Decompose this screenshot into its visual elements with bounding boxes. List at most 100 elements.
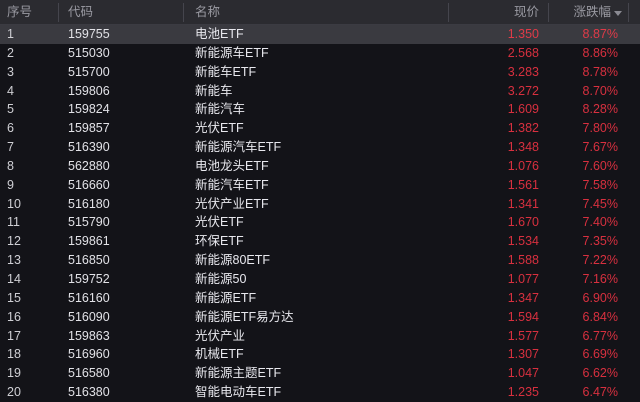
cell-price: 3.283 xyxy=(507,64,539,79)
cell-spacer xyxy=(628,345,640,364)
cell-name: 电池ETF xyxy=(195,27,244,41)
cell-code: 516390 xyxy=(68,140,110,155)
cell-price: 1.350 xyxy=(507,27,539,41)
cell-change: 6.62% xyxy=(582,366,618,381)
cell-spacer xyxy=(628,82,640,101)
table-row[interactable]: 14 159752 新能源50 1.077 7.16% xyxy=(0,269,640,289)
table-row[interactable]: 9 516660 新能汽车ETF 1.561 7.58% xyxy=(0,175,640,195)
cell-change: 6.77% xyxy=(582,328,618,343)
cell-code: 516660 xyxy=(68,177,110,192)
cell-price: 1.077 xyxy=(507,271,539,286)
caret-down-icon[interactable] xyxy=(614,10,622,16)
cell-index: 2 xyxy=(7,45,14,60)
column-header-name[interactable]: 名称 xyxy=(183,0,448,25)
cell-spacer xyxy=(628,195,640,214)
cell-index: 20 xyxy=(7,385,21,400)
table-row[interactable]: 5 159824 新能汽车 1.609 8.28% xyxy=(0,100,640,120)
cell-change: 7.35% xyxy=(582,234,618,249)
cell-index: 13 xyxy=(7,253,21,268)
cell-index: 18 xyxy=(7,347,21,362)
column-header-index[interactable]: 序号 xyxy=(7,4,33,19)
cell-spacer xyxy=(628,119,640,138)
cell-change: 7.22% xyxy=(582,253,618,268)
table-row[interactable]: 10 516180 光伏产业ETF 1.341 7.45% xyxy=(0,194,640,214)
cell-change: 7.58% xyxy=(582,177,618,192)
cell-code: 516090 xyxy=(68,309,110,324)
table-header-row: 序号 代码 名称 现价 涨跌幅 xyxy=(0,0,640,25)
cell-change: 7.16% xyxy=(582,271,618,286)
cell-code: 159857 xyxy=(68,121,110,136)
table-row[interactable]: 20 516380 智能电动车ETF 1.235 6.47% xyxy=(0,383,640,402)
cell-name: 光伏产业ETF xyxy=(195,196,269,211)
table-row[interactable]: 1 159755 电池ETF 1.350 8.87% xyxy=(0,25,640,44)
table-row[interactable]: 11 515790 光伏ETF 1.670 7.40% xyxy=(0,213,640,233)
table-row[interactable]: 2 515030 新能源车ETF 2.568 8.86% xyxy=(0,43,640,63)
table-row[interactable]: 19 516580 新能源主题ETF 1.047 6.62% xyxy=(0,364,640,384)
cell-index: 8 xyxy=(7,158,14,173)
cell-index: 3 xyxy=(7,64,14,79)
cell-price: 1.561 xyxy=(507,177,539,192)
table-row[interactable]: 18 516960 机械ETF 1.307 6.69% xyxy=(0,345,640,365)
cell-price: 1.076 xyxy=(507,158,539,173)
cell-price: 1.670 xyxy=(507,215,539,230)
cell-name: 新能源主题ETF xyxy=(195,366,282,381)
cell-name: 环保ETF xyxy=(195,234,244,249)
cell-code: 159755 xyxy=(68,27,110,41)
cell-index: 9 xyxy=(7,177,14,192)
cell-price: 1.047 xyxy=(507,366,539,381)
cell-index: 6 xyxy=(7,121,14,136)
cell-index: 14 xyxy=(7,271,21,286)
cell-name: 新能车ETF xyxy=(195,64,257,79)
cell-change: 8.70% xyxy=(582,83,618,98)
table-row[interactable]: 8 562880 电池龙头ETF 1.076 7.60% xyxy=(0,156,640,176)
cell-price: 1.235 xyxy=(507,385,539,400)
cell-spacer xyxy=(628,289,640,308)
table-row[interactable]: 3 515700 新能车ETF 3.283 8.78% xyxy=(0,62,640,82)
cell-change: 6.69% xyxy=(582,347,618,362)
cell-code: 159806 xyxy=(68,83,110,98)
cell-name: 新能汽车 xyxy=(195,102,246,117)
cell-code: 516160 xyxy=(68,290,110,305)
table-row[interactable]: 7 516390 新能源汽车ETF 1.348 7.67% xyxy=(0,138,640,157)
cell-price: 1.534 xyxy=(507,234,539,249)
cell-name: 智能电动车ETF xyxy=(195,385,282,400)
cell-name: 新能源80ETF xyxy=(195,253,271,268)
cell-price: 1.347 xyxy=(507,290,539,305)
cell-spacer xyxy=(628,63,640,82)
table-row[interactable]: 13 516850 新能源80ETF 1.588 7.22% xyxy=(0,251,640,270)
cell-price: 2.568 xyxy=(507,45,539,60)
cell-price: 1.577 xyxy=(507,328,539,343)
cell-spacer xyxy=(628,138,640,157)
table-row[interactable]: 6 159857 光伏ETF 1.382 7.80% xyxy=(0,119,640,139)
cell-name: 新能源ETF易方达 xyxy=(195,309,294,324)
table-row[interactable]: 17 159863 光伏产业 1.577 6.77% xyxy=(0,326,640,346)
table-row[interactable]: 16 516090 新能源ETF易方达 1.594 6.84% xyxy=(0,307,640,327)
cell-spacer xyxy=(628,251,640,270)
cell-change: 7.45% xyxy=(582,196,618,211)
cell-spacer xyxy=(628,383,640,402)
cell-spacer xyxy=(628,25,640,44)
cell-code: 516960 xyxy=(68,347,110,362)
column-header-price[interactable]: 现价 xyxy=(448,0,548,25)
cell-change: 8.28% xyxy=(582,102,618,117)
cell-index: 17 xyxy=(7,328,21,343)
table-row[interactable]: 12 159861 环保ETF 1.534 7.35% xyxy=(0,232,640,252)
cell-name: 新能车 xyxy=(195,83,233,98)
cell-code: 515790 xyxy=(68,215,110,230)
cell-index: 7 xyxy=(7,140,14,155)
table-row[interactable]: 15 516160 新能源ETF 1.347 6.90% xyxy=(0,288,640,308)
table-row[interactable]: 4 159806 新能车 3.272 8.70% xyxy=(0,81,640,101)
column-header-change[interactable]: 涨跌幅 xyxy=(548,0,628,25)
cell-code: 159861 xyxy=(68,234,110,249)
cell-price: 3.272 xyxy=(507,83,539,98)
table-body: 1 159755 电池ETF 1.350 8.87% 2 515030 新能源车ETF 2.56… xyxy=(0,25,640,402)
cell-name: 光伏ETF xyxy=(195,121,244,136)
cell-name: 新能源汽车ETF xyxy=(195,140,282,155)
cell-spacer xyxy=(628,44,640,63)
cell-spacer xyxy=(628,213,640,232)
column-header-code[interactable]: 代码 xyxy=(58,0,183,25)
column-header-change-label: 涨跌幅 xyxy=(573,4,611,19)
cell-spacer xyxy=(628,232,640,251)
cell-spacer xyxy=(628,364,640,383)
